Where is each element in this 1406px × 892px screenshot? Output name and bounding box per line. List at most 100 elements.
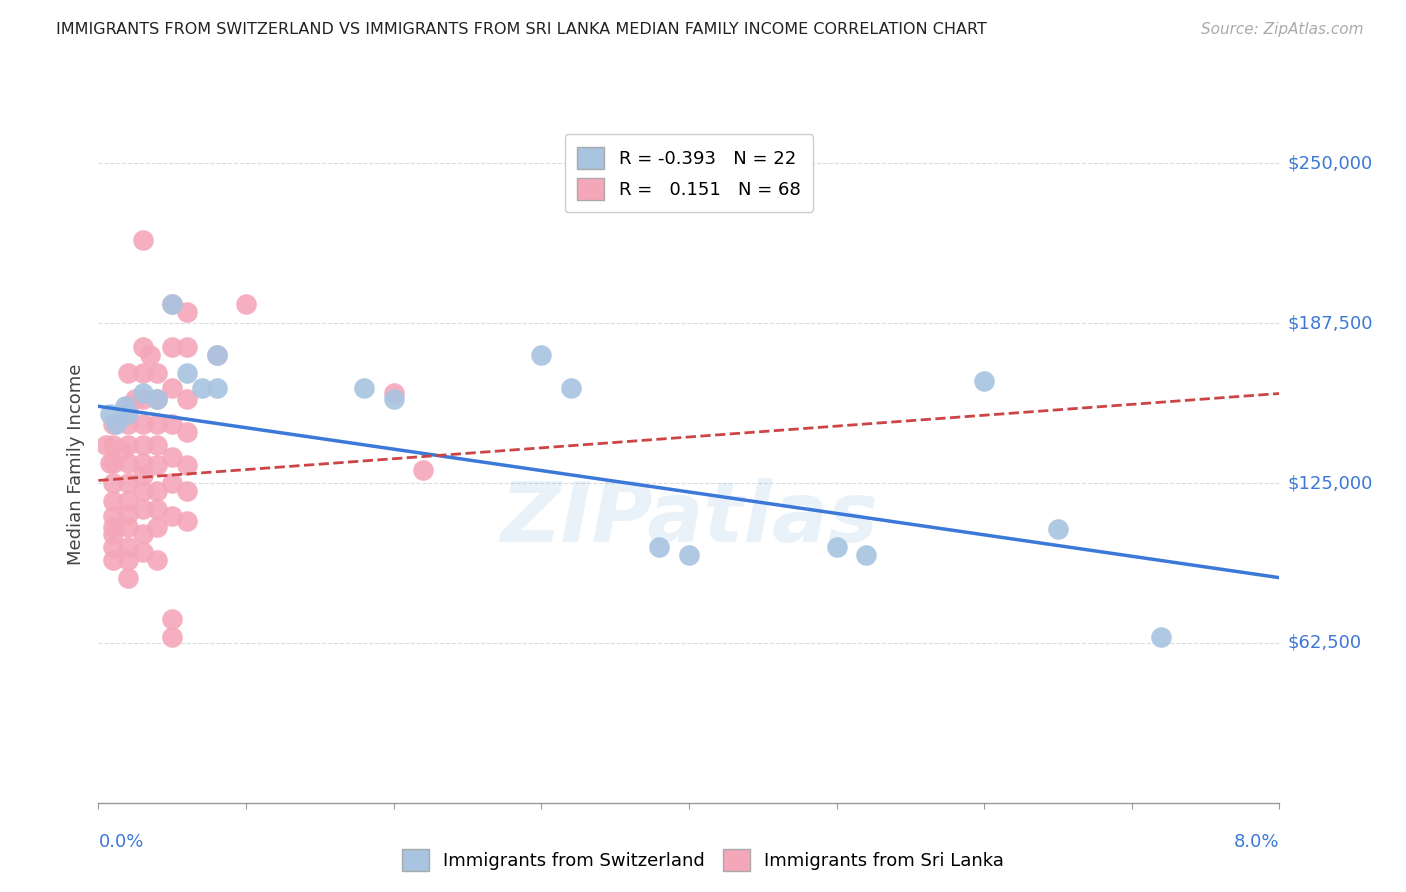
Point — [205, 348, 228, 362]
Text: 8.0%: 8.0% — [1234, 833, 1279, 851]
Point — [162, 417, 183, 432]
Point — [146, 392, 169, 406]
Point — [98, 407, 121, 421]
Text: $187,500: $187,500 — [1288, 314, 1374, 332]
Point — [117, 417, 139, 432]
Point — [205, 381, 228, 395]
Point — [103, 553, 124, 567]
Point — [235, 297, 257, 311]
Point — [98, 456, 121, 470]
Point — [117, 437, 139, 451]
Point — [560, 381, 582, 395]
Point — [176, 304, 198, 318]
Point — [1046, 522, 1069, 536]
Point — [176, 366, 198, 380]
Point — [162, 509, 183, 524]
Point — [1150, 630, 1173, 644]
Text: Source: ZipAtlas.com: Source: ZipAtlas.com — [1201, 22, 1364, 37]
Point — [94, 437, 117, 451]
Point — [162, 630, 183, 644]
Point — [117, 456, 139, 470]
Point — [105, 417, 128, 432]
Point — [132, 501, 155, 516]
Point — [146, 483, 169, 498]
Point — [205, 348, 228, 362]
Point — [117, 494, 139, 508]
Point — [353, 381, 375, 395]
Point — [162, 381, 183, 395]
Point — [382, 392, 405, 406]
Point — [176, 392, 198, 406]
Point — [117, 519, 139, 533]
Point — [117, 407, 139, 421]
Point — [146, 392, 169, 406]
Y-axis label: Median Family Income: Median Family Income — [66, 363, 84, 565]
Point — [132, 437, 155, 451]
Point — [146, 458, 169, 472]
Point — [146, 417, 169, 432]
Point — [176, 341, 198, 355]
Point — [146, 519, 169, 533]
Point — [132, 527, 155, 541]
Point — [146, 553, 169, 567]
Point — [132, 392, 155, 406]
Point — [162, 297, 183, 311]
Legend: R = -0.393   N = 22, R =   0.151   N = 68: R = -0.393 N = 22, R = 0.151 N = 68 — [565, 134, 813, 212]
Point — [191, 381, 214, 395]
Point — [103, 509, 124, 524]
Point — [103, 527, 124, 541]
Point — [132, 483, 155, 498]
Point — [678, 548, 700, 562]
Point — [103, 456, 124, 470]
Text: 0.0%: 0.0% — [98, 833, 143, 851]
Point — [176, 458, 198, 472]
Point — [139, 348, 162, 362]
Point — [117, 540, 139, 554]
Point — [117, 476, 139, 491]
Point — [103, 540, 124, 554]
Point — [114, 399, 136, 413]
Point — [103, 417, 124, 432]
Point — [132, 341, 155, 355]
Point — [117, 366, 139, 380]
Point — [103, 494, 124, 508]
Point — [146, 437, 169, 451]
Point — [124, 392, 146, 406]
Point — [146, 366, 169, 380]
Point — [162, 612, 183, 626]
Point — [162, 476, 183, 491]
Text: $250,000: $250,000 — [1288, 154, 1374, 172]
Point — [530, 348, 553, 362]
Point — [103, 476, 124, 491]
Point — [146, 501, 169, 516]
Point — [132, 468, 155, 483]
Point — [162, 297, 183, 311]
Point — [117, 399, 139, 413]
Point — [382, 386, 405, 401]
Point — [132, 545, 155, 559]
Point — [117, 553, 139, 567]
Point — [132, 386, 155, 401]
Point — [117, 571, 139, 585]
Point — [132, 366, 155, 380]
Point — [162, 450, 183, 465]
Text: ZIPatlas: ZIPatlas — [501, 477, 877, 558]
Point — [648, 540, 671, 554]
Point — [117, 507, 139, 521]
Point — [132, 233, 155, 247]
Legend: Immigrants from Switzerland, Immigrants from Sri Lanka: Immigrants from Switzerland, Immigrants … — [395, 842, 1011, 879]
Point — [110, 442, 132, 457]
Text: $125,000: $125,000 — [1288, 474, 1374, 492]
Point — [103, 519, 124, 533]
Point — [162, 341, 183, 355]
Point — [973, 374, 995, 388]
Text: $62,500: $62,500 — [1288, 634, 1362, 652]
Text: IMMIGRANTS FROM SWITZERLAND VS IMMIGRANTS FROM SRI LANKA MEDIAN FAMILY INCOME CO: IMMIGRANTS FROM SWITZERLAND VS IMMIGRANT… — [56, 22, 987, 37]
Point — [825, 540, 848, 554]
Point — [132, 417, 155, 432]
Point — [176, 483, 198, 498]
Point — [176, 515, 198, 529]
Point — [103, 437, 124, 451]
Point — [176, 425, 198, 439]
Point — [132, 456, 155, 470]
